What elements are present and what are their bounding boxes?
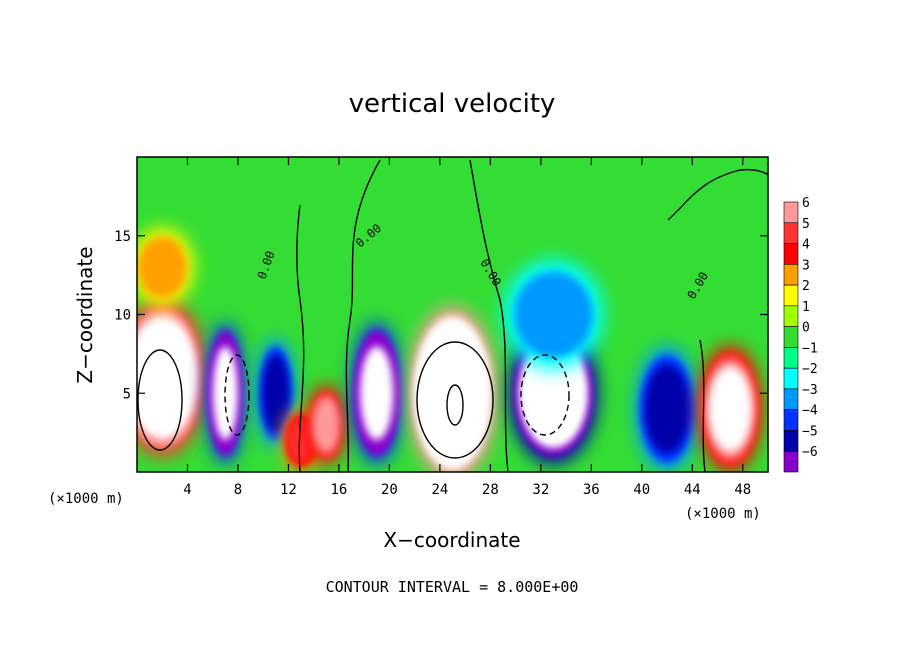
y-ticks: 5 10 15 — [114, 229, 768, 402]
velocity-cell — [313, 397, 340, 453]
colorbar-label: 3 — [802, 258, 810, 273]
colorbar-swatch — [783, 201, 799, 224]
contour-downdraft-a — [224, 354, 250, 436]
colorbar-label: −2 — [802, 362, 818, 377]
colorbar-label: −3 — [802, 383, 818, 398]
x-tick-label: 32 — [532, 482, 549, 498]
x-tick-label: 44 — [684, 482, 701, 498]
contour-zero-c — [469, 159, 509, 472]
colorbar-swatch — [783, 264, 799, 286]
colorbar-swatch — [783, 430, 799, 452]
velocity-cell — [709, 367, 752, 451]
colorbar-swatch — [783, 388, 799, 410]
velocity-cell — [524, 346, 583, 441]
contour-updraft-center — [416, 341, 494, 459]
velocity-cell — [262, 354, 290, 432]
contour-zero-a — [296, 204, 305, 472]
colorbar-label: −6 — [802, 445, 818, 460]
contour-updraft-center-inner — [446, 384, 464, 426]
colorbar-swatch — [783, 284, 799, 307]
colorbar: 6 5 4 3 2 1 0 −1 −2 −3 −4 −5 −6 — [783, 196, 818, 473]
velocity-cell — [212, 346, 238, 441]
colorbar-label: −1 — [802, 341, 818, 356]
y-tick-label: 5 — [123, 386, 131, 402]
y-tick-label: 10 — [114, 308, 131, 324]
contour-lines — [137, 159, 768, 472]
contour-zero-e — [699, 339, 706, 472]
contour-updraft-left — [137, 349, 183, 451]
y-axis-label: Z−coordinate — [73, 246, 97, 383]
chart-title: vertical velocity — [349, 89, 556, 119]
y-tick-label: 15 — [114, 229, 131, 245]
x-tick-label: 48 — [734, 482, 751, 498]
colorbar-label: 6 — [802, 196, 810, 211]
x-tick-label: 24 — [431, 482, 448, 498]
x-tick-label: 12 — [280, 482, 297, 498]
velocity-field — [137, 227, 762, 472]
colorbar-label: 5 — [802, 217, 810, 232]
velocity-cell — [137, 236, 187, 298]
velocity-cell — [423, 335, 482, 451]
colorbar-label: −4 — [802, 404, 818, 419]
x-ticks: 4 8 12 16 20 24 28 32 36 40 44 48 — [183, 157, 751, 498]
velocity-cell — [137, 325, 192, 430]
velocity-cell — [514, 271, 593, 358]
colorbar-label: 4 — [802, 238, 810, 253]
contour-zero-b — [345, 159, 381, 472]
colorbar-swatch — [783, 409, 799, 431]
x-tick-label: 36 — [583, 482, 600, 498]
contour-interval-note: CONTOUR INTERVAL = 8.000E+00 — [326, 578, 579, 596]
contour-downdraft-b — [520, 354, 570, 436]
colorbar-label: 1 — [802, 300, 810, 315]
colorbar-label: −5 — [802, 424, 818, 439]
x-tick-label: 4 — [183, 482, 191, 498]
x-unit-left: (×1000 m) — [48, 491, 124, 507]
colorbar-swatch — [783, 367, 799, 390]
x-tick-label: 28 — [482, 482, 499, 498]
x-axis-label: X−coordinate — [383, 528, 520, 552]
x-tick-label: 20 — [381, 482, 398, 498]
colorbar-swatch — [783, 222, 799, 244]
colorbar-swatch — [783, 243, 799, 265]
colorbar-swatch — [783, 326, 799, 348]
colorbar-swatch — [783, 450, 799, 473]
velocity-cell — [360, 346, 394, 441]
colorbar-swatch — [783, 347, 799, 369]
colorbar-swatch — [783, 305, 799, 327]
x-unit-right: (×1000 m) — [685, 506, 761, 522]
x-tick-label: 16 — [330, 482, 347, 498]
colorbar-label: 2 — [802, 279, 810, 294]
x-tick-label: 8 — [234, 482, 242, 498]
velocity-cell — [644, 364, 690, 454]
contour-zero-d — [667, 168, 768, 221]
x-tick-label: 40 — [633, 482, 650, 498]
colorbar-label: 0 — [802, 321, 810, 336]
plot-area: 0.00 0.00 0.00 0.00 4 8 12 16 20 24 28 32 36 40 44… — [114, 156, 769, 498]
